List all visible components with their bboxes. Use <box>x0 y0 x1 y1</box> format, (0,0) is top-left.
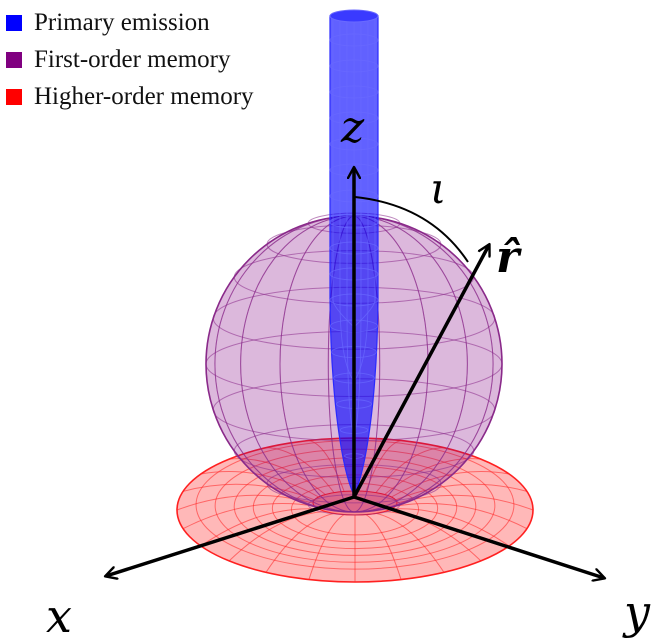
x-axis-label: x <box>46 589 72 643</box>
legend-swatch-first-order <box>6 51 22 68</box>
axes <box>106 168 604 578</box>
direction-vector <box>352 245 489 498</box>
legend-item-first-order: First-order memory <box>6 41 254 78</box>
x-axis-line <box>106 495 355 576</box>
direction-label: r̂ <box>496 232 522 283</box>
y-axis-line <box>353 495 604 578</box>
legend-label-first-order: First-order memory <box>34 45 231 73</box>
z-axis-label: z <box>340 102 365 153</box>
angle-arc <box>354 196 469 263</box>
angle-label: ι <box>430 164 446 213</box>
y-axis-label: y <box>622 585 651 639</box>
legend-item-higher-order: Higher-order memory <box>6 78 254 115</box>
legend-swatch-primary <box>6 14 22 31</box>
legend-item-primary: Primary emission <box>6 4 254 41</box>
legend-label-primary: Primary emission <box>34 8 210 36</box>
legend-swatch-higher-order <box>6 88 22 105</box>
legend-label-higher-order: Higher-order memory <box>34 82 254 110</box>
legend: Primary emission First-order memory High… <box>6 4 254 115</box>
